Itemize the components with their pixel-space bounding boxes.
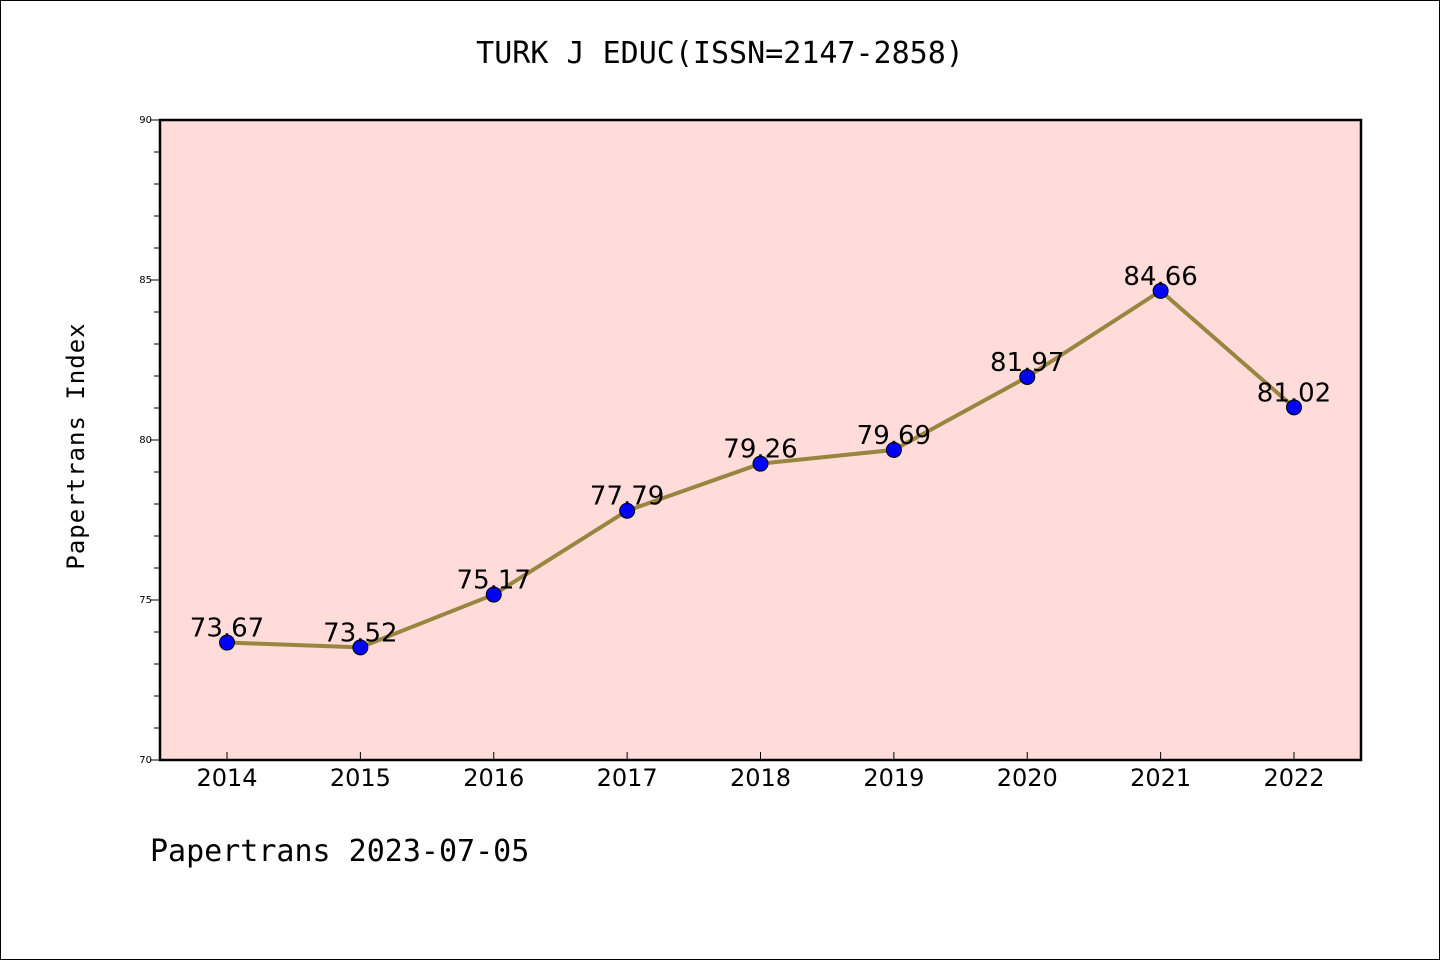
x-tick-label: 2020 (997, 764, 1058, 792)
y-tick-label: 75 (139, 595, 152, 606)
data-point (485, 586, 502, 603)
data-point (619, 502, 636, 519)
data-point (885, 441, 902, 458)
x-axis-ticks: 2014 2015 2016 2017 2018 2019 2020 2021 2022 (196, 752, 1325, 792)
data-labels: 73.67 73.52 75.17 77.79 79.26 79.69 81.97 84.66… (190, 262, 1331, 648)
data-label: 79.26 (723, 435, 797, 465)
chart-title: TURK J EDUC(ISSN=2147-2858) (476, 36, 964, 71)
data-label: 81.97 (990, 348, 1064, 378)
data-label: 73.67 (190, 614, 264, 644)
data-markers (219, 282, 1302, 656)
x-tick-label: 2017 (597, 764, 658, 792)
x-tick-label: 2015 (330, 764, 391, 792)
data-label: 81.02 (1257, 378, 1331, 408)
y-axis-ticks: 70 75 80 85 90 (139, 115, 160, 766)
data-label: 84.66 (1123, 262, 1197, 292)
x-tick-label: 2019 (863, 764, 924, 792)
x-tick-label: 2016 (463, 764, 524, 792)
data-point (219, 634, 235, 651)
footer-source-date: Papertrans 2023-07-05 (150, 834, 530, 869)
x-tick-label: 2022 (1263, 764, 1324, 792)
data-label: 75.17 (457, 566, 531, 596)
data-point (752, 455, 769, 472)
x-tick-label: 2021 (1130, 764, 1191, 792)
y-tick-label: 90 (139, 115, 152, 126)
y-tick-label: 85 (139, 275, 152, 286)
data-label: 73.52 (323, 618, 397, 648)
data-point (1019, 368, 1036, 385)
data-label: 77.79 (590, 482, 664, 512)
y-tick-label: 70 (139, 755, 152, 766)
data-point (352, 639, 369, 656)
data-point (1286, 399, 1302, 416)
y-tick-label: 80 (139, 435, 152, 446)
x-tick-label: 2014 (196, 764, 257, 792)
plot-border (158, 118, 1363, 762)
data-point (1152, 282, 1169, 299)
x-tick-label: 2018 (730, 764, 791, 792)
data-label: 79.69 (857, 421, 931, 451)
